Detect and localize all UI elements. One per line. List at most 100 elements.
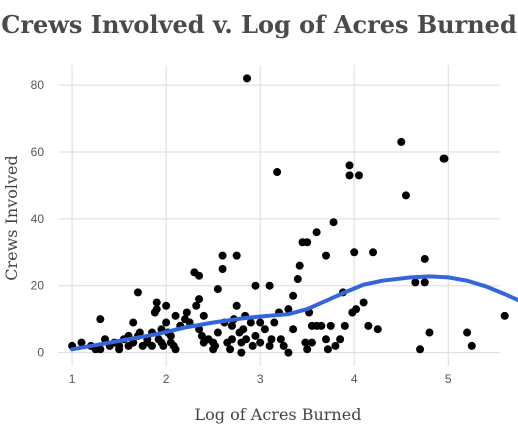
data-point — [226, 345, 235, 354]
data-point — [265, 281, 274, 290]
data-point — [401, 191, 410, 200]
y-tick-label: 20 — [31, 279, 45, 293]
data-point — [411, 278, 420, 287]
data-point — [270, 318, 279, 327]
data-point — [369, 248, 378, 257]
data-point — [329, 218, 338, 227]
data-point — [199, 311, 208, 320]
x-tick-labels: 1 2 3 4 5 — [69, 372, 452, 386]
data-point — [135, 328, 144, 337]
y-tick-labels: 0 20 40 60 80 — [31, 78, 45, 360]
data-point — [77, 338, 86, 347]
data-point — [192, 301, 201, 310]
data-point — [251, 331, 260, 340]
data-point — [182, 308, 191, 317]
data-point — [267, 335, 276, 344]
data-point — [237, 348, 246, 357]
data-point — [96, 345, 105, 354]
data-point — [303, 238, 312, 247]
data-point — [251, 281, 260, 290]
data-point — [301, 338, 310, 347]
data-point — [213, 285, 222, 294]
data-point — [284, 305, 293, 314]
data-point — [152, 305, 161, 314]
trend-line — [70, 274, 518, 352]
data-point — [500, 311, 509, 320]
data-point — [227, 321, 236, 330]
data-point — [322, 335, 331, 344]
data-point — [303, 345, 312, 354]
data-point — [239, 325, 248, 334]
data-point — [162, 318, 171, 327]
data-point — [312, 228, 321, 237]
data-point — [242, 335, 251, 344]
data-point — [354, 171, 363, 180]
data-point — [148, 341, 157, 350]
data-point — [195, 271, 204, 280]
data-point — [364, 321, 373, 330]
data-point — [133, 288, 142, 297]
y-tick-label: 60 — [31, 145, 45, 159]
data-point — [307, 338, 316, 347]
x-tick-label: 5 — [445, 372, 452, 386]
data-point — [345, 171, 354, 180]
data-point — [289, 291, 298, 300]
data-point — [218, 251, 227, 260]
data-point — [326, 321, 335, 330]
data-point — [265, 341, 274, 350]
data-point — [129, 318, 138, 327]
x-tick-label: 3 — [257, 372, 264, 386]
data-point — [425, 328, 434, 337]
data-point — [232, 251, 241, 260]
data-point — [323, 345, 332, 354]
data-point — [397, 137, 406, 146]
data-point — [166, 331, 175, 340]
data-point — [373, 325, 382, 334]
data-point — [345, 161, 354, 170]
data-point — [213, 328, 222, 337]
data-point — [322, 251, 331, 260]
data-point — [159, 341, 168, 350]
data-point — [218, 265, 227, 274]
data-point — [115, 341, 124, 350]
data-point — [248, 341, 257, 350]
data-point — [352, 305, 361, 314]
data-point — [195, 295, 204, 304]
data-point — [350, 248, 359, 257]
data-point — [331, 341, 340, 350]
data-point — [420, 254, 429, 263]
data-point — [227, 335, 236, 344]
data-point — [246, 318, 255, 327]
data-point — [279, 341, 288, 350]
data-point — [416, 345, 425, 354]
y-tick-label: 40 — [31, 212, 45, 226]
data-point — [317, 321, 326, 330]
grid — [58, 65, 500, 366]
data-point — [359, 298, 368, 307]
x-tick-label: 2 — [163, 372, 170, 386]
data-point — [340, 321, 349, 330]
data-point — [289, 325, 298, 334]
y-tick-label: 0 — [37, 346, 44, 360]
data-point — [276, 335, 285, 344]
data-point — [162, 301, 171, 310]
data-point — [440, 154, 449, 163]
data-point — [463, 328, 472, 337]
data-point — [152, 298, 161, 307]
data-point — [171, 345, 180, 354]
x-tick-label: 1 — [69, 372, 76, 386]
data-point — [295, 261, 304, 270]
scatter-points — [68, 74, 509, 357]
data-point — [420, 278, 429, 287]
data-point — [284, 348, 293, 357]
x-axis-label: Log of Acres Burned — [195, 405, 362, 424]
data-point — [256, 338, 265, 347]
data-point — [260, 325, 269, 334]
data-point — [96, 315, 105, 324]
data-point — [293, 275, 302, 284]
chart-title: Crews Involved v. Log of Acres Burned — [1, 10, 517, 39]
data-point — [273, 168, 282, 177]
data-point — [467, 341, 476, 350]
x-tick-label: 4 — [351, 372, 358, 386]
